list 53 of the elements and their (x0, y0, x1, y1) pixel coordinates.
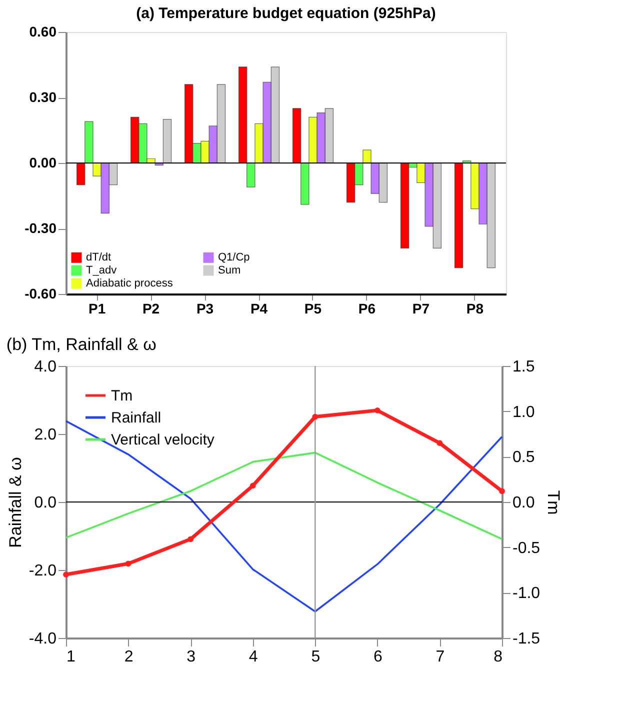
chart-title: (a) Temperature budget equation (925hPa) (136, 5, 436, 22)
y2-axis-title: Tm (544, 490, 564, 515)
y2-tick-label: -1.5 (512, 630, 540, 648)
y-tick-label: -4.0 (28, 630, 57, 648)
y-tick-label: -0.60 (24, 286, 57, 302)
x-tick-label: P2 (142, 300, 160, 316)
y2-tick-label: 1.0 (512, 404, 535, 421)
y-tick-label: 0.30 (29, 89, 57, 105)
x-tick-label: 6 (373, 648, 382, 666)
x-tick-label: P8 (466, 300, 484, 316)
legend-label: Tm (111, 388, 133, 404)
legend-label: Sum (218, 264, 241, 276)
chart-title: (b) Tm, Rainfall & ω (6, 335, 156, 354)
y-tick-label: -0.30 (24, 220, 57, 236)
x-tick-label: P7 (412, 300, 430, 316)
y2-tick-label: -1.0 (512, 585, 540, 602)
x-tick-label: P1 (88, 300, 106, 316)
point (499, 488, 505, 494)
legend-label: Vertical velocity (111, 432, 215, 448)
y-tick-label: 4.0 (34, 358, 57, 376)
x-tick-label: 3 (186, 648, 196, 666)
x-tick-label: 8 (494, 648, 503, 666)
y2-tick-label: -0.5 (512, 540, 540, 557)
legend-label: T_adv (86, 264, 118, 276)
x-tick-label: P6 (358, 300, 376, 316)
y-tick-label: 0.60 (29, 24, 57, 40)
x-tick-label: 7 (436, 648, 445, 666)
point (250, 482, 256, 489)
x-tick-label: 4 (248, 648, 258, 666)
legend-label: Rainfall (111, 410, 162, 426)
x-tick-label: P4 (250, 300, 268, 316)
line-series (65, 452, 503, 540)
x-tick-label: P3 (196, 300, 214, 316)
x-tick-label: 5 (311, 648, 320, 666)
y-tick-label: -2.0 (28, 562, 57, 580)
point (312, 414, 318, 420)
y-tick-label: 0.00 (29, 154, 57, 170)
y-tick-label: 0.0 (34, 494, 57, 512)
x-tick-label: 2 (124, 648, 134, 666)
legend-label: dT/dt (86, 252, 112, 264)
legend-label: Adiabatic process (86, 278, 174, 290)
legend-label: Q1/Cp (218, 252, 250, 264)
point (188, 536, 194, 542)
y2-tick-label: 0.0 (512, 494, 535, 512)
x-tick-label: P5 (304, 300, 322, 316)
point (436, 440, 443, 446)
point (63, 572, 69, 578)
y-tick-label: 2.0 (34, 426, 57, 444)
y2-tick-label: 0.5 (512, 449, 535, 466)
x-tick-label: 1 (66, 648, 76, 666)
y2-tick-label: 1.5 (512, 358, 535, 376)
y-axis-title: Rainfall & ω (6, 457, 25, 548)
point (125, 560, 132, 567)
